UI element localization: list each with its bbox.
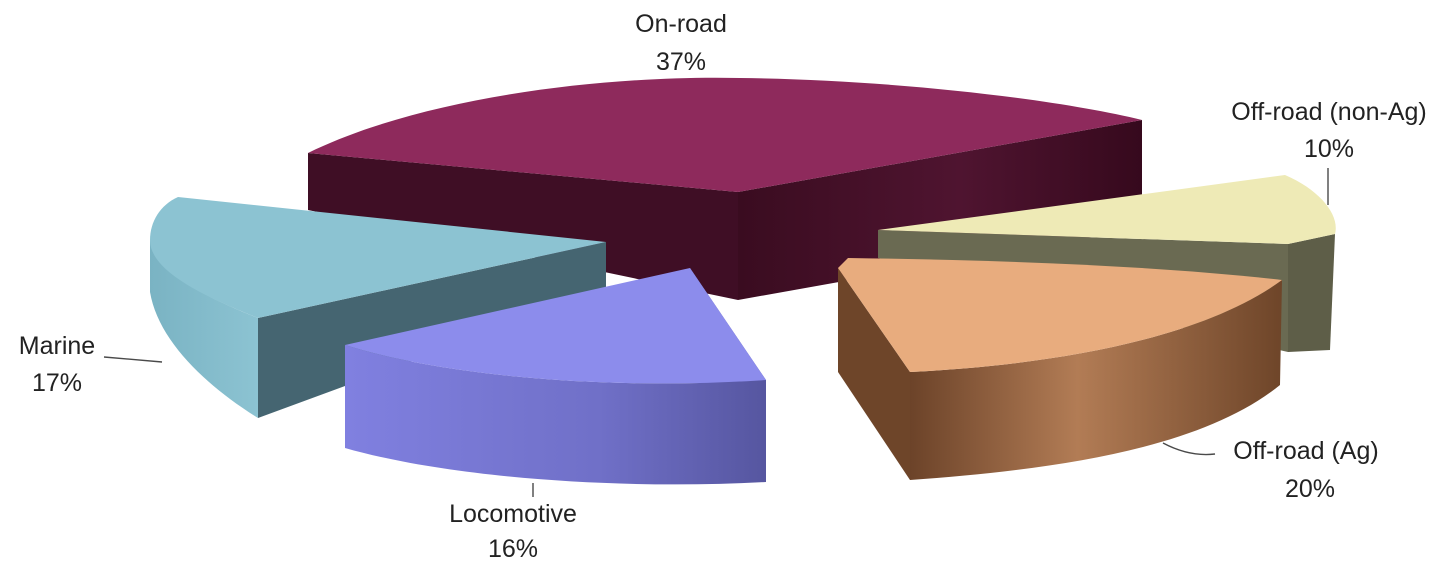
slice-label-off-road-ag: Off-road (Ag) (1233, 437, 1378, 465)
slice-off-road-non-ag-outer-side (1288, 234, 1335, 352)
slice-on-road-side-left (308, 153, 738, 300)
slice-label-marine: Marine (19, 332, 95, 360)
leader-line-marine (103, 356, 163, 363)
slice-label-on-road: On-road (635, 10, 727, 38)
slice-label-off-road-non-ag: Off-road (non-Ag) (1231, 98, 1426, 126)
slice-off-road-ag-top (838, 258, 1282, 372)
slice-off-road-ag-outer-side (910, 280, 1282, 480)
slice-percent-on-road: 37% (656, 48, 706, 76)
slice-locomotive-outer-side (345, 345, 766, 485)
slice-percent-off-road-non-ag: 10% (1304, 135, 1354, 163)
slice-percent-locomotive: 16% (488, 535, 538, 561)
slice-percent-off-road-ag: 20% (1285, 475, 1335, 503)
slice-on-road (308, 77, 1142, 300)
slice-percent-marine: 17% (32, 369, 82, 397)
slice-off-road-ag-cut-side (838, 268, 910, 480)
slice-marine-outer-side (150, 240, 258, 418)
slice-on-road-side-right (738, 120, 1142, 300)
slice-off-road-non-ag-top (878, 175, 1336, 244)
slice-locomotive-top (345, 268, 766, 384)
leader-line-off-road-ag (1162, 442, 1216, 456)
slice-on-road-top (308, 77, 1142, 192)
slice-locomotive (345, 268, 766, 485)
slice-marine-top (150, 197, 606, 318)
slice-label-locomotive: Locomotive (449, 500, 577, 528)
slice-off-road-ag (838, 258, 1282, 480)
